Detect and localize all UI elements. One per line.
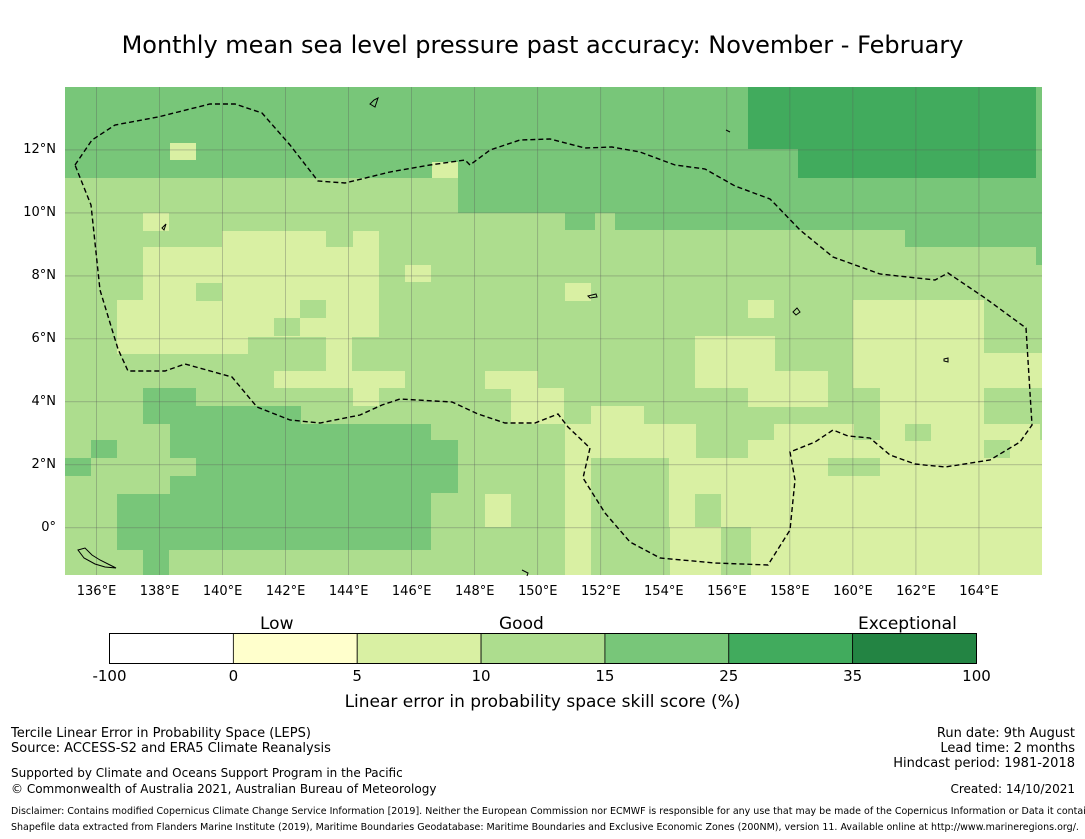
longitude-label: 156°E	[707, 584, 747, 599]
footer-shapefile-credit: Shapefile data extracted from Flanders M…	[11, 822, 1079, 833]
latitude-label: 0°	[41, 519, 56, 535]
eez-boundary-line	[74, 103, 1033, 566]
longitude-label: 164°E	[959, 584, 999, 599]
colorbar-category-good: Good	[499, 614, 544, 634]
longitude-label: 142°E	[265, 584, 306, 599]
longitude-label: 148°E	[454, 584, 495, 599]
footer-hindcast-period: Hindcast period: 1981-2018	[893, 756, 1075, 771]
latitude-label: 2°N	[31, 456, 57, 472]
islands	[77, 97, 949, 577]
footer-lead-time: Lead time: 2 months	[940, 741, 1075, 756]
colorbar-segment	[852, 633, 977, 664]
colorbar-tick-label: 25	[719, 667, 739, 685]
longitude-label: 140°E	[202, 584, 243, 599]
longitude-label: 152°E	[581, 584, 621, 599]
latitude-label: 10°N	[23, 204, 56, 220]
colorbar-segment	[604, 633, 730, 664]
footer-disclaimer: Disclaimer: Contains modified Copernicus…	[11, 806, 1085, 817]
colorbar-tick-label: -100	[92, 667, 127, 685]
longitude-label: 146°E	[391, 584, 432, 599]
colorbar	[109, 633, 977, 664]
longitude-label: 150°E	[517, 584, 558, 599]
colorbar-tick-label: 0	[228, 667, 239, 685]
colorbar-tick-label: 100	[962, 667, 991, 685]
footer-copyright: © Commonwealth of Australia 2021, Austra…	[11, 782, 437, 796]
colorbar-category-exceptional: Exceptional	[858, 614, 957, 634]
colorbar-category-low: Low	[260, 614, 294, 634]
longitude-label: 158°E	[770, 584, 810, 599]
footer-method: Tercile Linear Error in Probability Spac…	[11, 726, 311, 741]
latitude-label: 4°N	[31, 393, 57, 409]
colorbar-tick-label: 5	[352, 667, 362, 685]
chart-title: Monthly mean sea level pressure past acc…	[121, 31, 964, 59]
footer-created-date: Created: 14/10/2021	[950, 782, 1075, 796]
footer-source: Source: ACCESS-S2 and ERA5 Climate Reana…	[11, 741, 331, 756]
longitude-label: 162°E	[896, 584, 936, 599]
longitude-label: 160°E	[833, 584, 873, 599]
latitude-label: 6°N	[31, 330, 57, 346]
colorbar-tick-label: 10	[471, 667, 491, 685]
colorbar-tick-label: 35	[843, 667, 863, 685]
colorbar-segment	[356, 633, 482, 664]
colorbar-segment	[480, 633, 606, 664]
footer-support: Supported by Climate and Oceans Support …	[11, 766, 403, 780]
longitude-label: 154°E	[644, 584, 684, 599]
map-gridlines	[65, 87, 1042, 575]
colorbar-segment	[232, 633, 358, 664]
longitude-label: 144°E	[328, 584, 369, 599]
longitude-label: 136°E	[76, 584, 117, 599]
latitude-label: 8°N	[31, 267, 57, 283]
longitude-label: 138°E	[139, 584, 180, 599]
colorbar-segment	[728, 633, 854, 664]
latitude-label: 12°N	[23, 141, 56, 157]
colorbar-tick-label: 15	[595, 667, 615, 685]
footer-run-date: Run date: 9th August	[936, 726, 1075, 741]
colorbar-title: Linear error in probability space skill …	[344, 692, 741, 712]
colorbar-segment	[109, 633, 234, 664]
skill-region-fair-southeast	[748, 440, 1042, 575]
